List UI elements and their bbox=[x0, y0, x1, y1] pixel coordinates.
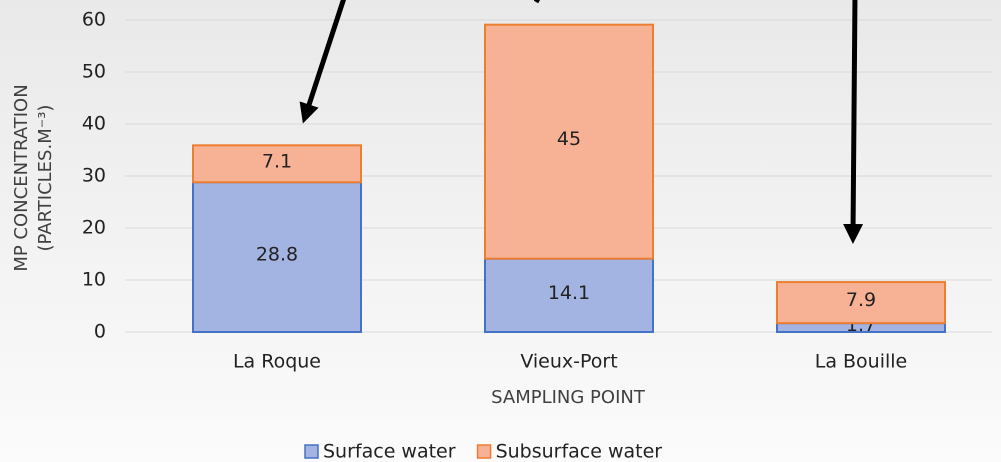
y-tick-label: 60 bbox=[82, 9, 106, 31]
y-tick-label: 30 bbox=[82, 165, 106, 187]
bar-segment bbox=[484, 23, 654, 260]
y-tick-label: 40 bbox=[82, 113, 106, 135]
legend-label: Surface water bbox=[323, 441, 456, 462]
y-axis-label: (PARTICLES.M⁻³) bbox=[35, 105, 56, 252]
x-tick-label: Vieux-Port bbox=[520, 351, 617, 373]
legend-swatch bbox=[304, 444, 319, 459]
x-tick-label: La Bouille bbox=[815, 351, 908, 373]
data-label: 7.9 bbox=[846, 289, 876, 311]
data-label: 14.1 bbox=[548, 282, 590, 304]
y-tick-label: 20 bbox=[82, 217, 106, 239]
bar-segment bbox=[776, 281, 946, 325]
y-tick-label: 10 bbox=[82, 269, 106, 291]
arrows bbox=[299, 0, 864, 244]
y-axis-label: MP CONCENTRATION bbox=[11, 84, 32, 271]
arrow bbox=[843, 0, 864, 244]
data-label: 28.8 bbox=[256, 244, 298, 266]
bar-segment bbox=[192, 144, 362, 184]
y-tick-label: 50 bbox=[82, 61, 106, 83]
arrow bbox=[533, 0, 541, 4]
data-label: 45 bbox=[557, 128, 581, 150]
x-axis-label: SAMPLING POINT bbox=[491, 387, 646, 408]
data-label: 7.1 bbox=[262, 150, 292, 172]
y-tick-label: 0 bbox=[94, 321, 106, 343]
x-tick-label: La Roque bbox=[233, 351, 321, 373]
arrow bbox=[299, 0, 346, 124]
legend-label: Subsurface water bbox=[496, 441, 663, 462]
legend-swatch bbox=[476, 444, 492, 459]
bar-segment bbox=[484, 257, 654, 333]
